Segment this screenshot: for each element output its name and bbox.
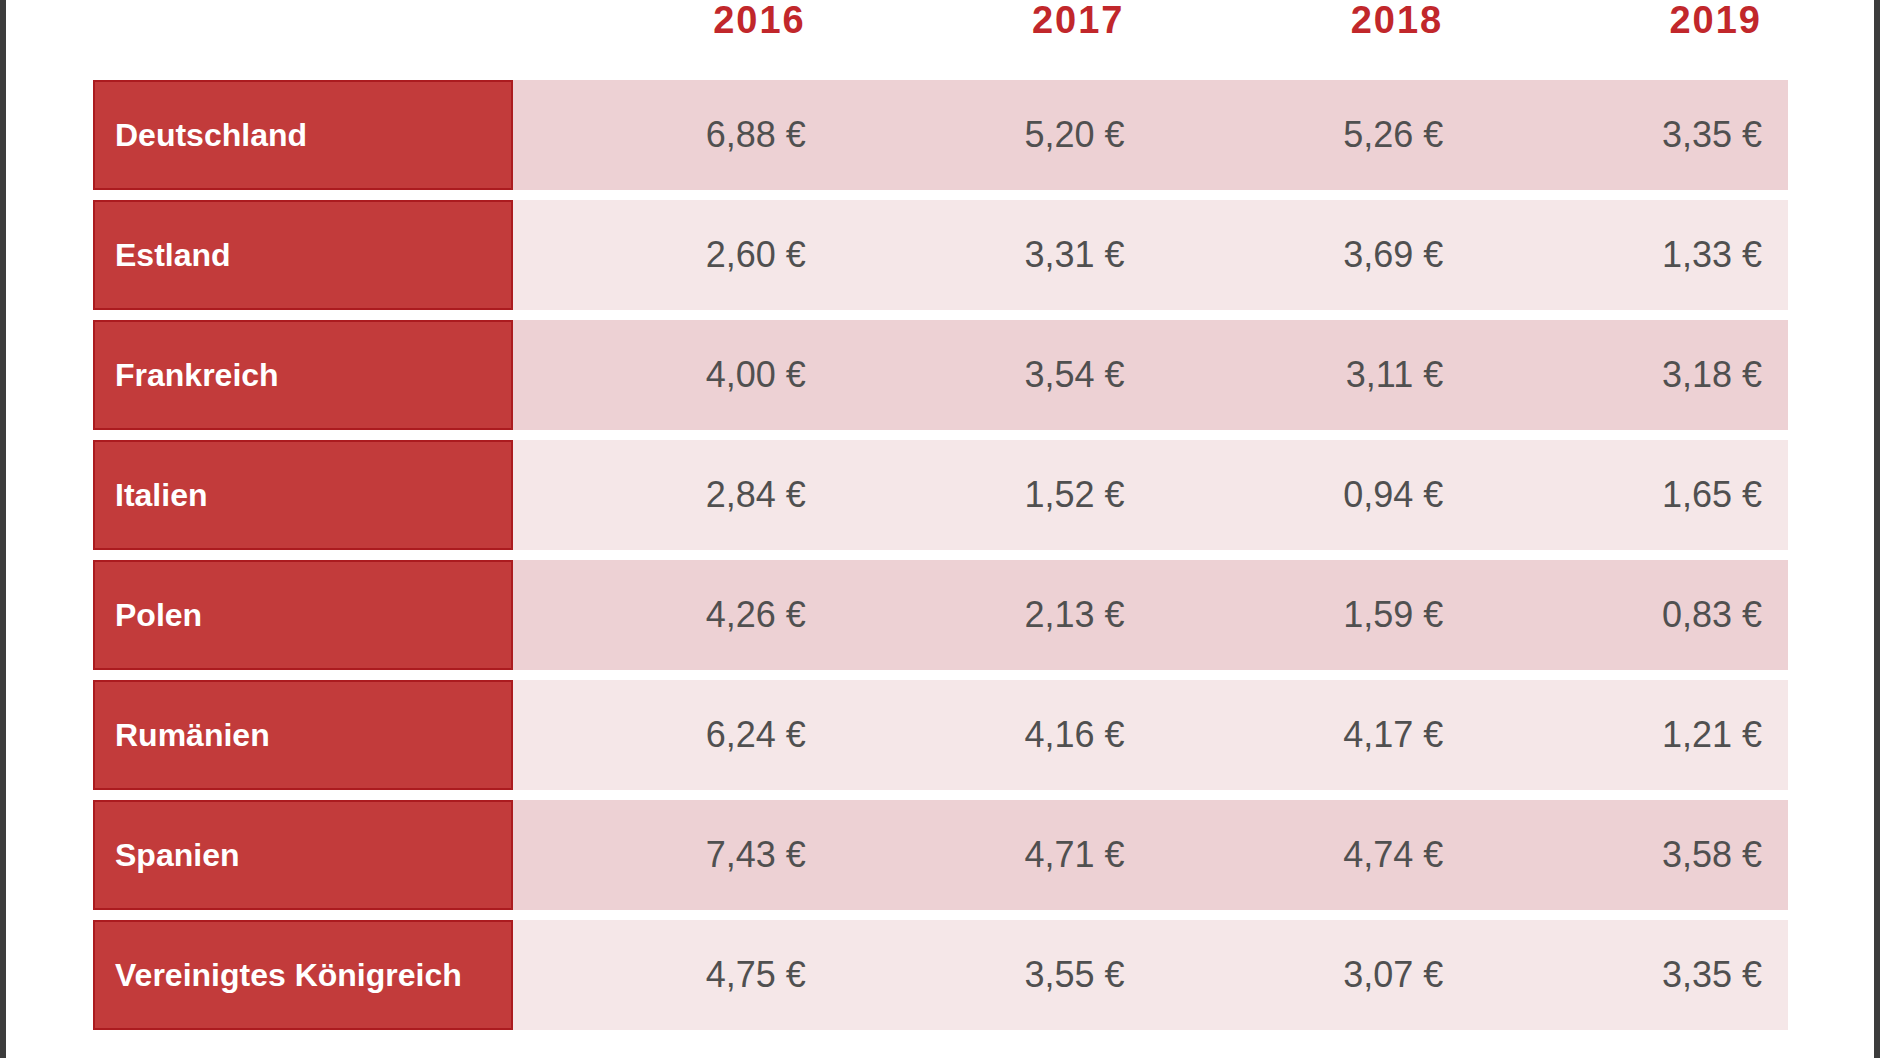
cell-value: 3,58 € — [1469, 800, 1788, 910]
cell-value: 3,55 € — [832, 920, 1151, 1030]
row-label: Polen — [93, 560, 513, 670]
cell-value: 6,24 € — [513, 680, 832, 790]
cell-value: 2,60 € — [513, 200, 832, 310]
cell-value: 4,75 € — [513, 920, 832, 1030]
row-values: 4,26 € 2,13 € 1,59 € 0,83 € — [513, 560, 1788, 670]
cell-value: 3,31 € — [832, 200, 1151, 310]
cell-value: 4,74 € — [1151, 800, 1470, 910]
row-label: Deutschland — [93, 80, 513, 190]
cell-value: 1,59 € — [1151, 560, 1470, 670]
row-values: 6,24 € 4,16 € 4,17 € 1,21 € — [513, 680, 1788, 790]
table-row: Deutschland 6,88 € 5,20 € 5,26 € 3,35 € — [93, 80, 1788, 190]
cell-value: 4,16 € — [832, 680, 1151, 790]
table-body: Deutschland 6,88 € 5,20 € 5,26 € 3,35 € … — [93, 80, 1788, 1030]
table-row: Rumänien 6,24 € 4,16 € 4,17 € 1,21 € — [93, 680, 1788, 790]
cell-value: 6,88 € — [513, 80, 832, 190]
table-header-row: 2016 2017 2018 2019 — [93, 0, 1788, 80]
row-label: Estland — [93, 200, 513, 310]
cell-value: 3,54 € — [832, 320, 1151, 430]
row-label: Rumänien — [93, 680, 513, 790]
table-row: Vereinigtes Königreich 4,75 € 3,55 € 3,0… — [93, 920, 1788, 1030]
cell-value: 0,83 € — [1469, 560, 1788, 670]
row-label: Spanien — [93, 800, 513, 910]
cell-value: 3,11 € — [1151, 320, 1470, 430]
cell-value: 4,17 € — [1151, 680, 1470, 790]
cell-value: 7,43 € — [513, 800, 832, 910]
row-values: 6,88 € 5,20 € 5,26 € 3,35 € — [513, 80, 1788, 190]
cell-value: 1,21 € — [1469, 680, 1788, 790]
row-values: 7,43 € 4,71 € 4,74 € 3,58 € — [513, 800, 1788, 910]
row-values: 4,75 € 3,55 € 3,07 € 3,35 € — [513, 920, 1788, 1030]
cell-value: 3,69 € — [1151, 200, 1470, 310]
row-label: Italien — [93, 440, 513, 550]
column-header-2017: 2017 — [832, 0, 1151, 40]
cell-value: 3,18 € — [1469, 320, 1788, 430]
cell-value: 1,65 € — [1469, 440, 1788, 550]
cell-value: 2,84 € — [513, 440, 832, 550]
cell-value: 0,94 € — [1151, 440, 1470, 550]
cell-value: 3,35 € — [1469, 920, 1788, 1030]
row-values: 4,00 € 3,54 € 3,11 € 3,18 € — [513, 320, 1788, 430]
row-values: 2,84 € 1,52 € 0,94 € 1,65 € — [513, 440, 1788, 550]
row-label: Frankreich — [93, 320, 513, 430]
column-header-2019: 2019 — [1469, 0, 1788, 40]
row-values: 2,60 € 3,31 € 3,69 € 1,33 € — [513, 200, 1788, 310]
cell-value: 5,20 € — [832, 80, 1151, 190]
cell-value: 1,33 € — [1469, 200, 1788, 310]
left-frame-border — [0, 0, 6, 1058]
cell-value: 1,52 € — [832, 440, 1151, 550]
price-table: 2016 2017 2018 2019 Deutschland 6,88 € 5… — [93, 0, 1788, 1030]
right-frame-border — [1874, 0, 1880, 1058]
cell-value: 4,26 € — [513, 560, 832, 670]
table-row: Polen 4,26 € 2,13 € 1,59 € 0,83 € — [93, 560, 1788, 670]
table-row: Estland 2,60 € 3,31 € 3,69 € 1,33 € — [93, 200, 1788, 310]
column-header-2018: 2018 — [1151, 0, 1470, 40]
cell-value: 4,00 € — [513, 320, 832, 430]
row-label: Vereinigtes Königreich — [93, 920, 513, 1030]
cell-value: 3,07 € — [1151, 920, 1470, 1030]
cell-value: 2,13 € — [832, 560, 1151, 670]
table-row: Frankreich 4,00 € 3,54 € 3,11 € 3,18 € — [93, 320, 1788, 430]
table-row: Spanien 7,43 € 4,71 € 4,74 € 3,58 € — [93, 800, 1788, 910]
cell-value: 4,71 € — [832, 800, 1151, 910]
cell-value: 5,26 € — [1151, 80, 1470, 190]
table-row: Italien 2,84 € 1,52 € 0,94 € 1,65 € — [93, 440, 1788, 550]
column-header-2016: 2016 — [513, 0, 832, 40]
cell-value: 3,35 € — [1469, 80, 1788, 190]
